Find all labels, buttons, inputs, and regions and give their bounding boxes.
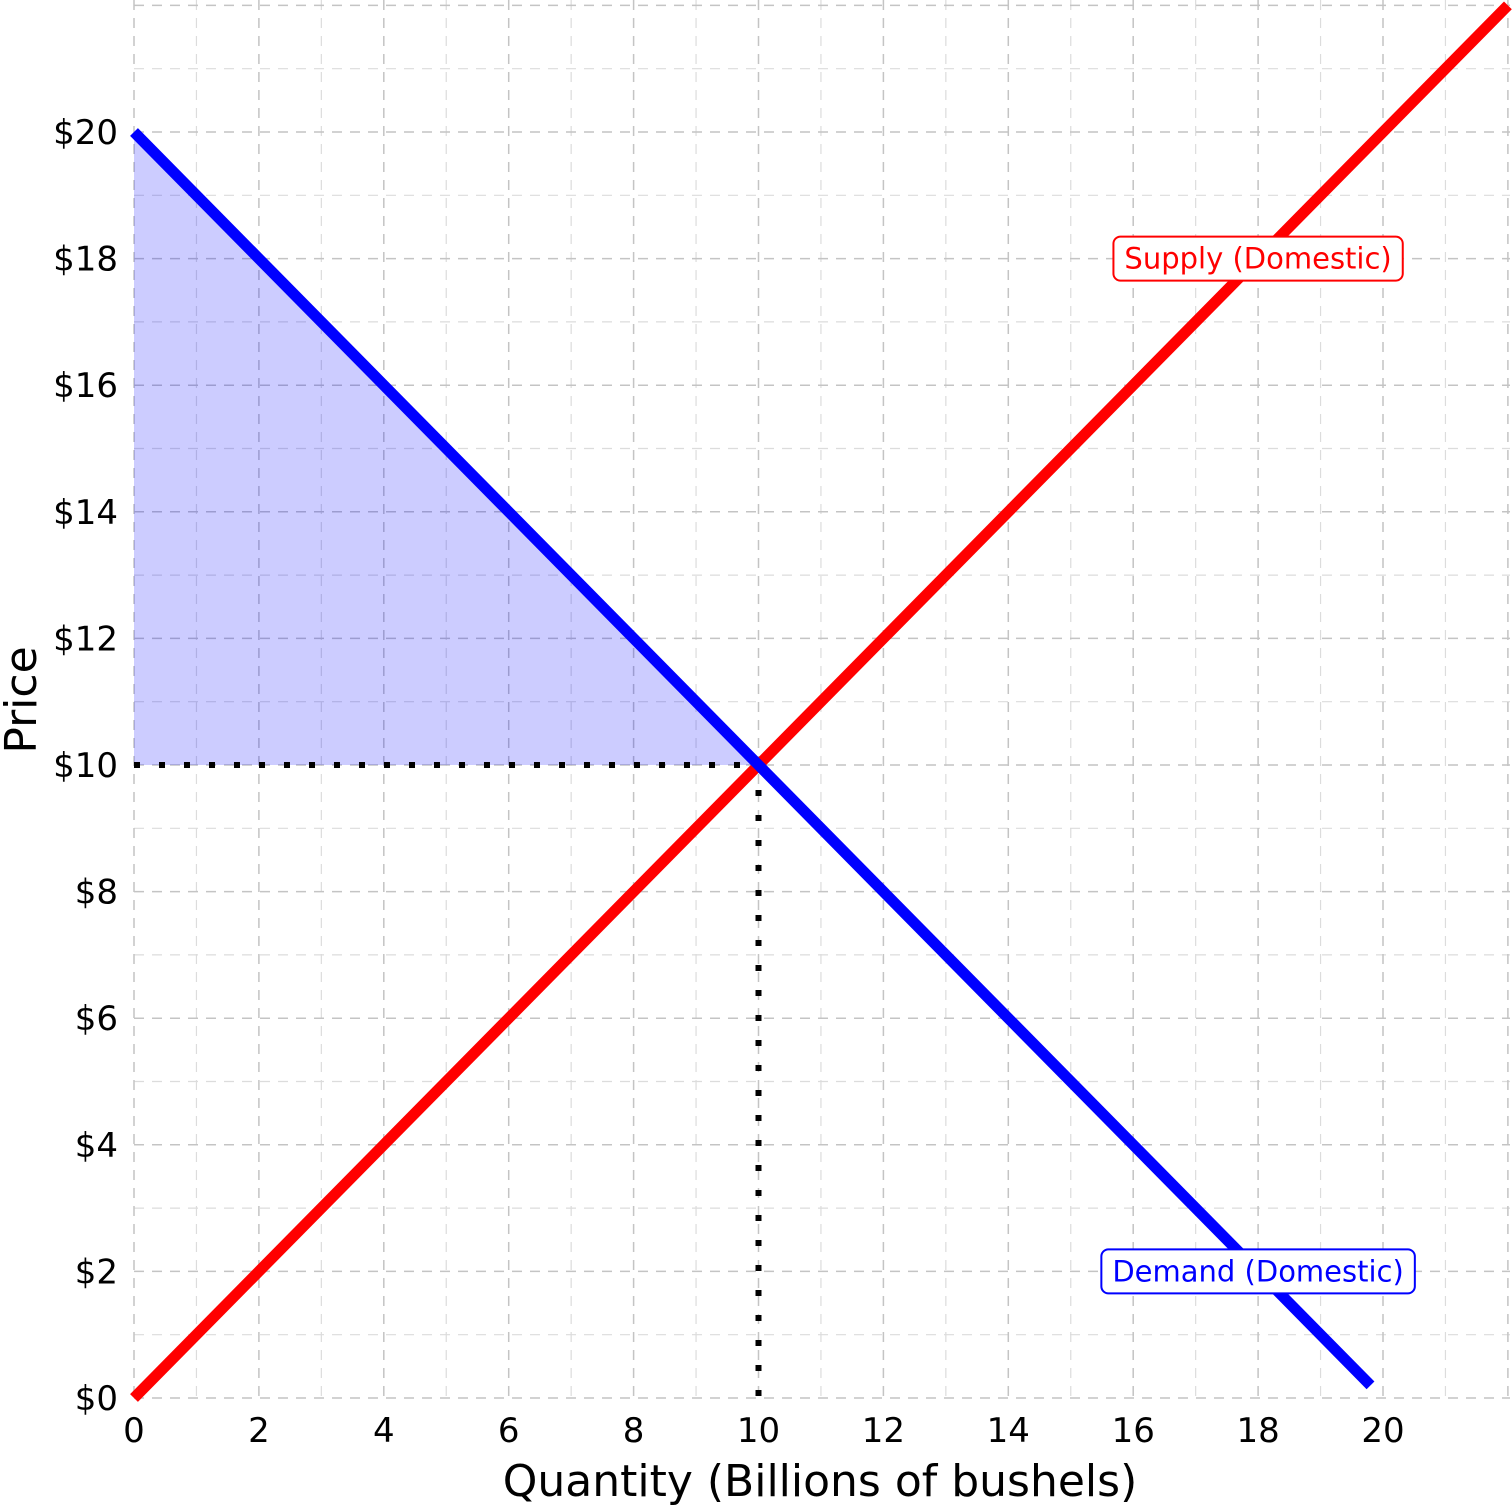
demand-domestic-label: Demand (Domestic) — [1100, 1248, 1416, 1295]
supply-domestic-label: Supply (Domestic) — [1112, 235, 1404, 282]
x-tick-label: 10 — [737, 1411, 780, 1451]
y-tick-label: $20 — [53, 113, 118, 153]
x-tick-label: 6 — [498, 1411, 520, 1451]
y-tick-label: $12 — [53, 619, 118, 659]
major-grid — [133, 0, 1510, 1399]
equilibrium-guides — [134, 762, 762, 1398]
demand-domestic-label-box — [1100, 1248, 1416, 1295]
demand-domestic-curve — [130, 128, 1375, 1390]
x-tick-label: 8 — [623, 1411, 645, 1451]
x-tick-label: 0 — [123, 1411, 145, 1451]
y-tick-label: $18 — [53, 240, 118, 280]
x-tick-label: 18 — [1236, 1411, 1279, 1451]
y-axis-title: Price — [0, 646, 47, 753]
y-tick-label: $10 — [53, 746, 118, 786]
x-tick-label: 12 — [862, 1411, 905, 1451]
curve-labels-layer: Supply (Domestic) Demand (Domestic) — [1100, 235, 1416, 1295]
y-tick-label: $4 — [75, 1126, 118, 1166]
y-tick-label: $2 — [75, 1252, 118, 1292]
y-tick-labels: $0 $2 $4 $6 $8 $10 $12 $14 $16 $18 $20 — [53, 113, 118, 1419]
supply-domestic-label-text: Supply (Domestic) — [1124, 242, 1391, 276]
x-tick-labels: 0 2 4 6 8 10 12 14 16 18 20 — [123, 1411, 1404, 1451]
y-tick-label: $16 — [53, 366, 118, 406]
x-tick-label: 4 — [373, 1411, 395, 1451]
x-tick-label: 16 — [1112, 1411, 1155, 1451]
y-tick-label: $8 — [75, 873, 118, 913]
demand-domestic-label-text: Demand (Domestic) — [1112, 1254, 1403, 1288]
y-tick-label: $14 — [53, 493, 118, 533]
x-tick-label: 2 — [248, 1411, 270, 1451]
x-axis-title: Quantity (Billions of bushels) — [503, 1456, 1138, 1507]
x-tick-label: 14 — [987, 1411, 1030, 1451]
x-tick-label: 20 — [1361, 1411, 1404, 1451]
y-tick-label: $6 — [75, 999, 118, 1039]
y-tick-label: $0 — [75, 1379, 118, 1419]
supply-domestic-label-box — [1112, 235, 1404, 282]
